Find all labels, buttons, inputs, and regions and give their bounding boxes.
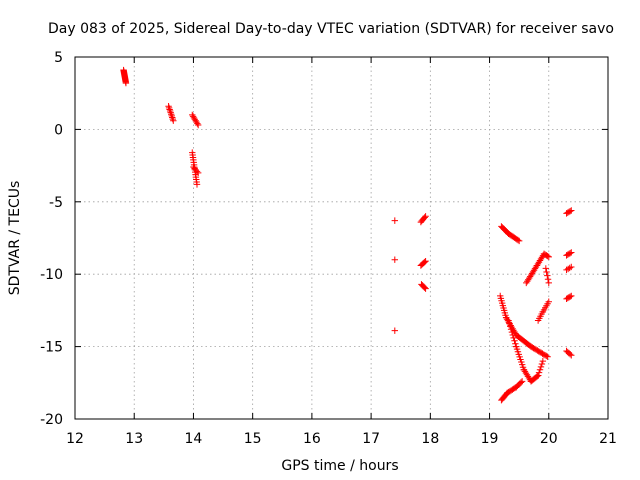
- x-tick-label: 16: [303, 431, 321, 447]
- data-point: [391, 217, 398, 224]
- data-point: [512, 340, 519, 347]
- data-point: [122, 79, 130, 87]
- data-point: [165, 104, 173, 112]
- axis-ticks: [74, 56, 609, 420]
- data-point: [168, 112, 175, 120]
- y-tick-label: 5: [54, 50, 63, 66]
- data-point: [532, 263, 540, 271]
- data-point: [167, 109, 174, 116]
- data-point: [544, 353, 551, 360]
- data-point: [566, 351, 574, 358]
- data-point: [545, 253, 552, 261]
- data-point: [568, 207, 575, 214]
- data-point: [510, 334, 517, 342]
- data-point: [391, 327, 398, 334]
- data-point: [536, 366, 544, 373]
- x-tick-label: 18: [421, 431, 439, 447]
- x-tick-label: 15: [244, 431, 262, 447]
- data-point: [166, 107, 174, 115]
- data-point: [165, 103, 172, 110]
- data-point: [545, 298, 552, 305]
- data-point: [544, 252, 551, 260]
- data-point: [535, 369, 543, 376]
- x-tick-label: 13: [125, 431, 143, 447]
- data-point: [391, 256, 398, 263]
- data-point: [543, 352, 550, 360]
- x-tick-label: 20: [540, 431, 558, 447]
- grid-lines: [75, 57, 608, 419]
- data-point: [566, 264, 573, 272]
- data-point: [568, 263, 575, 271]
- data-point: [514, 236, 522, 244]
- data-point: [539, 357, 547, 365]
- y-tick-label: -5: [49, 195, 63, 211]
- data-point: [166, 106, 173, 113]
- data-point: [194, 169, 202, 177]
- x-tick-label: 14: [185, 431, 203, 447]
- data-point: [169, 114, 176, 121]
- data-point: [533, 373, 541, 380]
- data-point: [168, 111, 175, 118]
- y-tick-label: -20: [40, 412, 63, 428]
- y-tick-labels: 5 0 -5 -10 -15 -20: [40, 50, 63, 428]
- data-point: [194, 121, 202, 129]
- data-points: [120, 66, 575, 404]
- data-point: [421, 214, 428, 221]
- x-axis-label: GPS time / hours: [281, 458, 398, 474]
- data-point: [517, 379, 525, 386]
- data-point: [566, 250, 574, 257]
- data-point: [568, 292, 575, 300]
- data-point: [506, 320, 513, 327]
- data-point: [507, 323, 514, 330]
- x-tick-label: 12: [66, 431, 84, 447]
- y-tick-label: -10: [40, 267, 63, 283]
- data-point: [544, 276, 552, 283]
- x-tick-label: 19: [481, 431, 499, 447]
- data-point: [193, 181, 201, 188]
- data-point: [508, 328, 516, 336]
- data-point: [421, 258, 428, 266]
- y-tick-label: -15: [40, 340, 63, 356]
- y-axis-label: SDTVAR / TECUs: [7, 181, 23, 296]
- data-point: [566, 293, 574, 300]
- data-point: [538, 360, 546, 368]
- data-point: [545, 279, 552, 287]
- data-point: [543, 268, 550, 276]
- x-tick-label: 21: [599, 431, 617, 447]
- data-point: [568, 352, 575, 359]
- data-point: [542, 265, 550, 272]
- data-point: [511, 337, 518, 345]
- chart-title: Day 083 of 2025, Sidereal Day-to-day VTE…: [48, 21, 614, 37]
- data-point: [505, 317, 512, 324]
- plot-frame: [74, 56, 609, 420]
- data-point: [534, 372, 542, 379]
- data-point: [544, 272, 551, 279]
- data-point: [422, 285, 429, 292]
- data-point: [421, 284, 428, 292]
- data-point: [568, 249, 575, 256]
- data-point: [537, 363, 545, 371]
- data-point: [518, 378, 526, 385]
- data-point: [509, 331, 516, 339]
- data-point: [194, 120, 201, 127]
- data-point: [422, 213, 429, 220]
- data-point: [170, 117, 177, 124]
- y-tick-label: 0: [54, 122, 63, 138]
- x-tick-label: 17: [362, 431, 380, 447]
- data-point: [507, 326, 515, 333]
- data-point: [169, 115, 176, 123]
- data-point: [515, 237, 523, 245]
- x-tick-labels: 12 13 14 15 16 17 18 19 20 21: [66, 431, 617, 447]
- data-point: [193, 168, 201, 175]
- data-point: [422, 257, 429, 265]
- data-point: [566, 208, 574, 215]
